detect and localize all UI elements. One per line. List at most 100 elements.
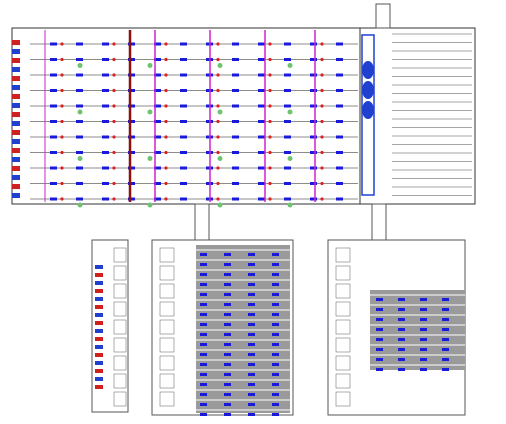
fixture <box>310 73 317 77</box>
wall-unit <box>12 85 20 90</box>
fixture <box>224 363 231 366</box>
plan-a <box>91 239 129 413</box>
fixture <box>76 135 83 139</box>
fixture <box>376 348 383 351</box>
fixture <box>398 338 405 341</box>
fixture <box>284 104 291 108</box>
room <box>335 265 351 281</box>
wall-unit <box>12 94 20 99</box>
fixture <box>180 104 187 108</box>
wall-unit <box>12 49 20 54</box>
fixture <box>128 182 135 185</box>
marker <box>268 73 272 77</box>
fixture <box>442 308 449 311</box>
wall-unit <box>95 369 103 373</box>
fixture <box>128 89 135 92</box>
fixture <box>102 120 109 123</box>
wall-unit <box>12 40 20 45</box>
marker <box>268 197 272 201</box>
fixture <box>420 308 427 311</box>
wall-unit <box>95 377 103 381</box>
fixture <box>180 73 187 77</box>
fixture <box>128 104 135 108</box>
fixture <box>398 298 405 301</box>
fixture <box>128 42 135 46</box>
fixture <box>232 73 239 77</box>
fixture <box>272 343 279 346</box>
fixture <box>200 273 207 276</box>
fixture <box>232 58 239 61</box>
fixture <box>284 73 291 77</box>
marker <box>268 42 272 46</box>
fixture <box>420 298 427 301</box>
wall-unit <box>95 353 103 357</box>
fixture <box>76 73 83 77</box>
room <box>113 301 127 317</box>
fixture <box>50 182 57 185</box>
wall-unit <box>95 361 103 365</box>
fixture <box>50 89 57 92</box>
room <box>113 283 127 299</box>
wall-unit <box>95 297 103 301</box>
fixture <box>154 166 161 170</box>
fixture <box>102 151 109 154</box>
marker <box>164 57 168 62</box>
fixture <box>200 333 207 336</box>
marker <box>320 42 324 46</box>
fixture <box>310 182 317 185</box>
fixture <box>76 197 83 201</box>
tank <box>362 81 374 99</box>
fixture <box>224 293 231 296</box>
fixture <box>258 197 265 201</box>
marker <box>216 181 220 186</box>
fixture <box>76 42 83 46</box>
fixture <box>272 363 279 366</box>
fixture <box>102 182 109 185</box>
fixture <box>248 263 255 266</box>
room <box>113 373 127 389</box>
fixture <box>258 151 265 154</box>
marker <box>60 166 64 170</box>
marker <box>320 119 324 124</box>
fixture <box>272 373 279 376</box>
marker <box>268 57 272 62</box>
fixture <box>102 89 109 92</box>
fixture <box>224 373 231 376</box>
fixture <box>180 197 187 201</box>
fixture <box>398 368 405 371</box>
fixture <box>284 42 291 46</box>
room <box>335 301 351 317</box>
fixture <box>76 104 83 108</box>
room <box>159 319 175 335</box>
fixture <box>248 413 255 416</box>
room <box>335 247 351 263</box>
fixture <box>248 363 255 366</box>
wall-unit <box>12 166 20 171</box>
marker <box>268 88 272 93</box>
fixture <box>102 135 109 139</box>
fixture <box>284 120 291 123</box>
fixture <box>376 338 383 341</box>
side-wing <box>359 27 476 205</box>
fixture <box>224 333 231 336</box>
fixture <box>76 182 83 185</box>
fixture <box>248 273 255 276</box>
marker <box>268 135 272 139</box>
fixture <box>200 293 207 296</box>
marker <box>164 73 168 77</box>
fixture <box>200 313 207 316</box>
fixture <box>248 333 255 336</box>
stair-top <box>375 3 391 29</box>
fixture <box>128 197 135 201</box>
fixture <box>442 328 449 331</box>
fixture <box>154 135 161 139</box>
marker <box>216 104 220 108</box>
marker <box>164 88 168 93</box>
wall-unit <box>95 305 103 309</box>
fixture <box>154 104 161 108</box>
marker <box>112 135 116 139</box>
marker <box>112 88 116 93</box>
fixture <box>258 89 265 92</box>
fixture <box>128 135 135 139</box>
fixture <box>224 253 231 256</box>
